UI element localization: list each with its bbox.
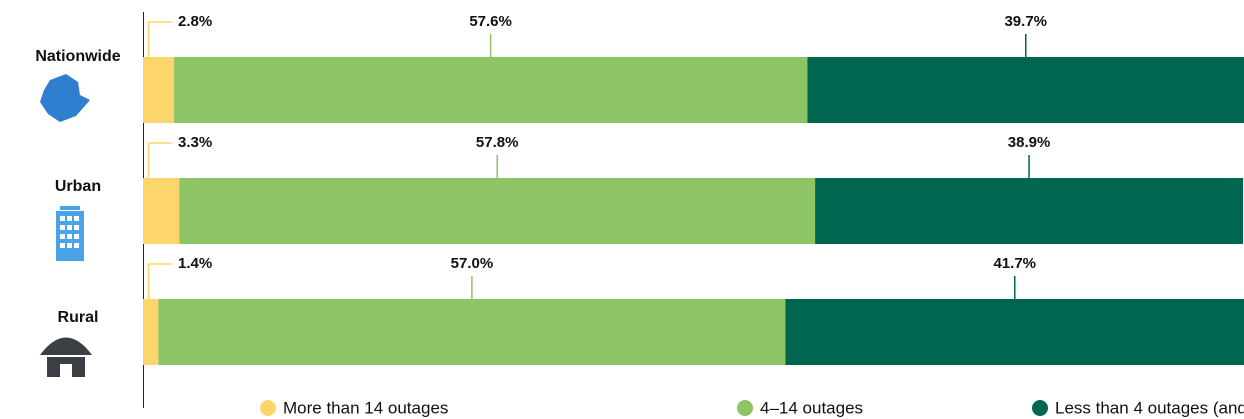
data-label: 57.6% [469, 13, 512, 30]
data-label: 38.9% [1008, 134, 1051, 151]
building-icon [56, 206, 84, 261]
bar-segment [143, 299, 159, 365]
data-label: 57.8% [476, 134, 519, 151]
data-label: 39.7% [1004, 13, 1047, 30]
bar-segment [158, 299, 786, 365]
bar-segment [785, 299, 1244, 365]
category-label: Rural [58, 309, 99, 326]
leader-line [147, 263, 172, 299]
legend-swatch [737, 400, 753, 416]
map-icon [40, 74, 90, 122]
legend-label: 4–14 outages [760, 398, 863, 417]
category-label: Urban [55, 178, 101, 195]
data-label: 1.4% [178, 255, 212, 272]
data-label: 2.8% [178, 13, 212, 30]
data-label: 41.7% [993, 255, 1036, 272]
bar-segment [807, 57, 1244, 123]
data-label: 57.0% [451, 255, 494, 272]
legend-label: More than 14 outages [283, 398, 448, 417]
legend-swatch [1032, 400, 1048, 416]
legend-label: Less than 4 outages (and less than 2 hou… [1055, 398, 1244, 417]
bar-segment [143, 57, 174, 123]
legend-swatch [260, 400, 276, 416]
bar-segment [143, 178, 180, 244]
bar-segment [815, 178, 1243, 244]
data-label: 3.3% [178, 134, 212, 151]
bar-segment [173, 57, 808, 123]
category-label: Nationwide [35, 48, 120, 65]
leader-line [147, 142, 172, 178]
bar-segment [179, 178, 816, 244]
hut-icon [40, 337, 92, 377]
leader-line [147, 21, 172, 57]
